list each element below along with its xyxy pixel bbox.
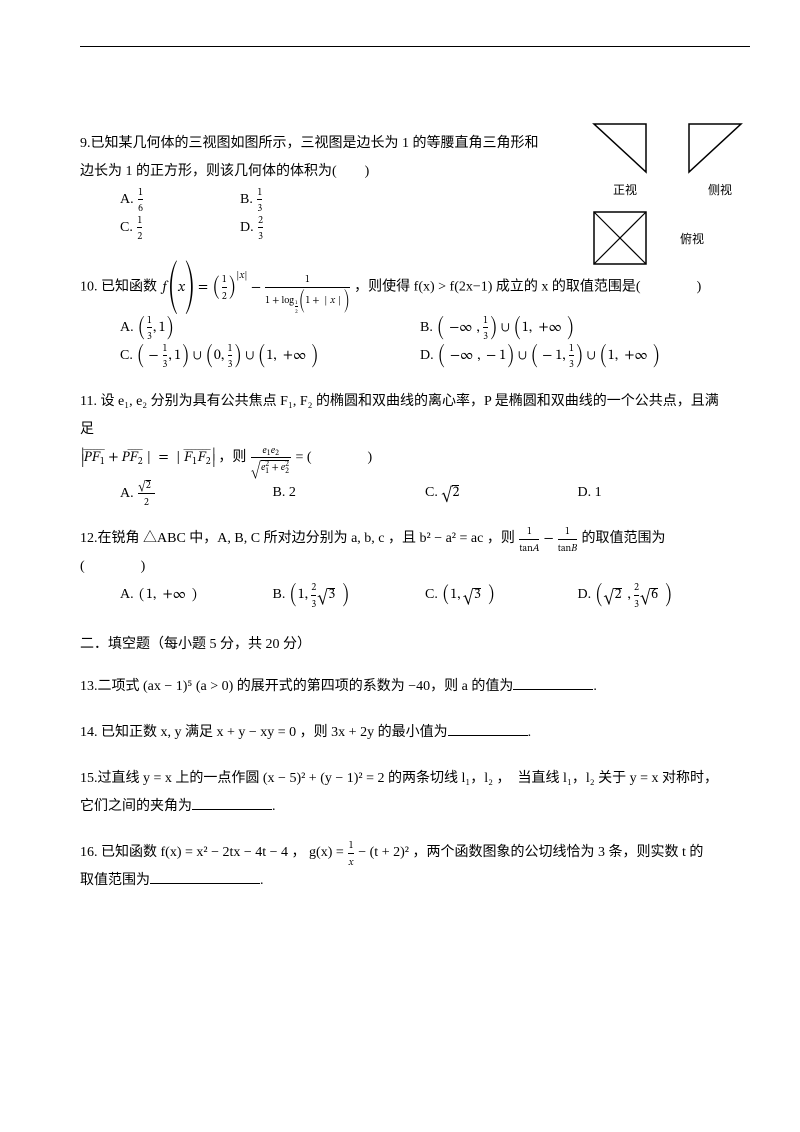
q11-opt-b: B. 2 [273, 479, 426, 508]
q10-opt-a: A. (13,1) [120, 314, 420, 342]
blank [513, 675, 593, 690]
q9-opt-a: A. 16 [120, 186, 240, 214]
q12-opt-a: A. (1,+∞) [120, 581, 273, 609]
q12-stem: 12.在锐角 △ABC 中，A, B, C 所对边分别为 a, b, c ，且 … [80, 525, 730, 581]
q10-opt-b: B. (−∞,13)∪(1,+∞) [420, 314, 650, 342]
question-12: 12.在锐角 △ABC 中，A, B, C 所对边分别为 a, b, c ，且 … [80, 525, 730, 609]
q9-stem-1: 9.已知某几何体的三视图如图所示，三视图是边长为 1 的等腰直角三角形和 [80, 130, 550, 158]
page: 正视 侧视 俯视 9.已知某几何体的三视图如图所示，三视图是边长为 1 的等 [0, 0, 800, 1132]
question-13: 13.二项式 (ax − 1)⁵ (a > 0) 的展开式的第四项的系数为 −4… [80, 673, 730, 701]
side-view-label: 侧视 [685, 178, 755, 202]
question-14: 14. 已知正数 x, y 满足 x + y − xy = 0 ，则 3x + … [80, 719, 730, 747]
blank [192, 795, 272, 810]
q16-line1: 16. 已知函数 f(x) = x² − 2tx − 4t − 4 ， g(x)… [80, 839, 730, 867]
triangle-left-icon [685, 120, 745, 176]
q9-stem-2: 边长为 1 的正方形，则该几何体的体积为( ) [80, 158, 550, 186]
q11-opt-d: D. 1 [578, 479, 731, 508]
q15-line1: 15.过直线 y = x 上的一点作圆 (x − 5)² + (y − 1)² … [80, 765, 730, 793]
question-11: 11. 设 e₁, e₂ 分别为具有公共焦点 F₁, F₂ 的椭圆和双曲线的离心… [80, 388, 730, 507]
front-view-label: 正视 [590, 178, 660, 202]
header-rule [80, 46, 750, 47]
q9-opt-d: D. 23 [240, 214, 360, 242]
section-2-title: 二．填空题（每小题 5 分，共 20 分） [80, 631, 730, 659]
q15-line2: 它们之间的夹角为. [80, 793, 730, 821]
question-15: 15.过直线 y = x 上的一点作圆 (x − 5)² + (y − 1)² … [80, 765, 730, 821]
question-16: 16. 已知函数 f(x) = x² − 2tx − 4t − 4 ， g(x)… [80, 839, 730, 895]
top-view-label: 俯视 [680, 227, 704, 251]
side-view: 侧视 [685, 120, 755, 202]
square-diagonals-icon [590, 208, 650, 268]
blank [150, 869, 260, 884]
q12-opt-b: B. (1,233) [273, 581, 426, 609]
q10-opt-d: D. (−∞,−1)∪ (−1,13) ∪(1,+∞) [420, 342, 661, 370]
front-view: 正视 [590, 120, 660, 202]
q12-opt-c: C. (1,3) [425, 581, 578, 609]
q11-stem-1: 11. 设 e₁, e₂ 分别为具有公共焦点 F₁, F₂ 的椭圆和双曲线的离心… [80, 388, 730, 444]
q9-figures: 正视 侧视 俯视 [590, 120, 755, 268]
q11-opt-a: A. 22 [120, 479, 273, 508]
blank [448, 721, 528, 736]
q16-line2: 取值范围为. [80, 867, 730, 895]
q9-opt-c: C. 12 [120, 214, 240, 242]
q10-opt-c: C. (−13,1) ∪(0,13) ∪(1,+∞) [120, 342, 420, 370]
q9-opt-b: B. 13 [240, 186, 360, 214]
question-10: 10. 已知函数 f(x)= (12)|x| − 1 1+log12(1+|x|… [80, 260, 730, 370]
q12-opt-d: D. (2,236) [578, 581, 731, 609]
top-view [590, 208, 660, 268]
q11-stem-2: |PF1‾+ PF2‾| =|F1F2‾| ，则 e1e2 e12+e22 = … [80, 444, 730, 479]
q10-stem: 10. 已知函数 f(x)= (12)|x| − 1 1+log12(1+|x|… [80, 260, 730, 314]
triangle-right-icon [590, 120, 650, 176]
q11-opt-c: C. 2 [425, 479, 578, 508]
